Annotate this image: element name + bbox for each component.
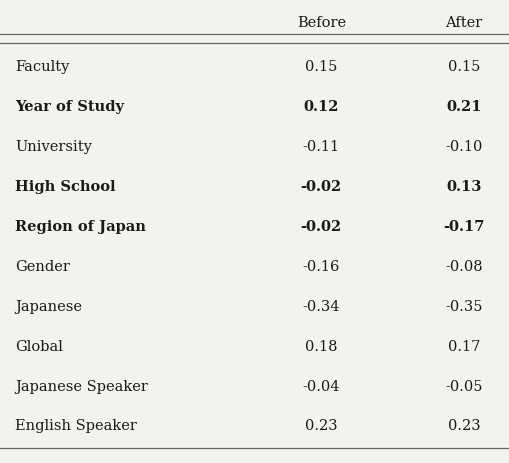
Text: -0.02: -0.02 — [300, 219, 341, 233]
Text: -0.35: -0.35 — [444, 299, 482, 313]
Text: Global: Global — [15, 339, 63, 353]
Text: 0.23: 0.23 — [447, 419, 479, 432]
Text: University: University — [15, 140, 92, 154]
Text: 0.12: 0.12 — [303, 100, 338, 114]
Text: 0.17: 0.17 — [447, 339, 479, 353]
Text: -0.05: -0.05 — [444, 379, 482, 393]
Text: High School: High School — [15, 180, 116, 194]
Text: Before: Before — [296, 16, 345, 30]
Text: 0.23: 0.23 — [304, 419, 337, 432]
Text: After: After — [444, 16, 482, 30]
Text: -0.17: -0.17 — [442, 219, 484, 233]
Text: -0.04: -0.04 — [302, 379, 340, 393]
Text: English Speaker: English Speaker — [15, 419, 137, 432]
Text: -0.11: -0.11 — [302, 140, 339, 154]
Text: Japanese Speaker: Japanese Speaker — [15, 379, 148, 393]
Text: Japanese: Japanese — [15, 299, 82, 313]
Text: -0.16: -0.16 — [302, 259, 340, 273]
Text: 0.21: 0.21 — [445, 100, 481, 114]
Text: -0.08: -0.08 — [444, 259, 482, 273]
Text: 0.15: 0.15 — [447, 60, 479, 74]
Text: 0.15: 0.15 — [304, 60, 337, 74]
Text: 0.13: 0.13 — [445, 180, 481, 194]
Text: Gender: Gender — [15, 259, 70, 273]
Text: Region of Japan: Region of Japan — [15, 219, 146, 233]
Text: Faculty: Faculty — [15, 60, 70, 74]
Text: -0.34: -0.34 — [302, 299, 340, 313]
Text: -0.10: -0.10 — [444, 140, 482, 154]
Text: -0.02: -0.02 — [300, 180, 341, 194]
Text: 0.18: 0.18 — [304, 339, 337, 353]
Text: Year of Study: Year of Study — [15, 100, 124, 114]
